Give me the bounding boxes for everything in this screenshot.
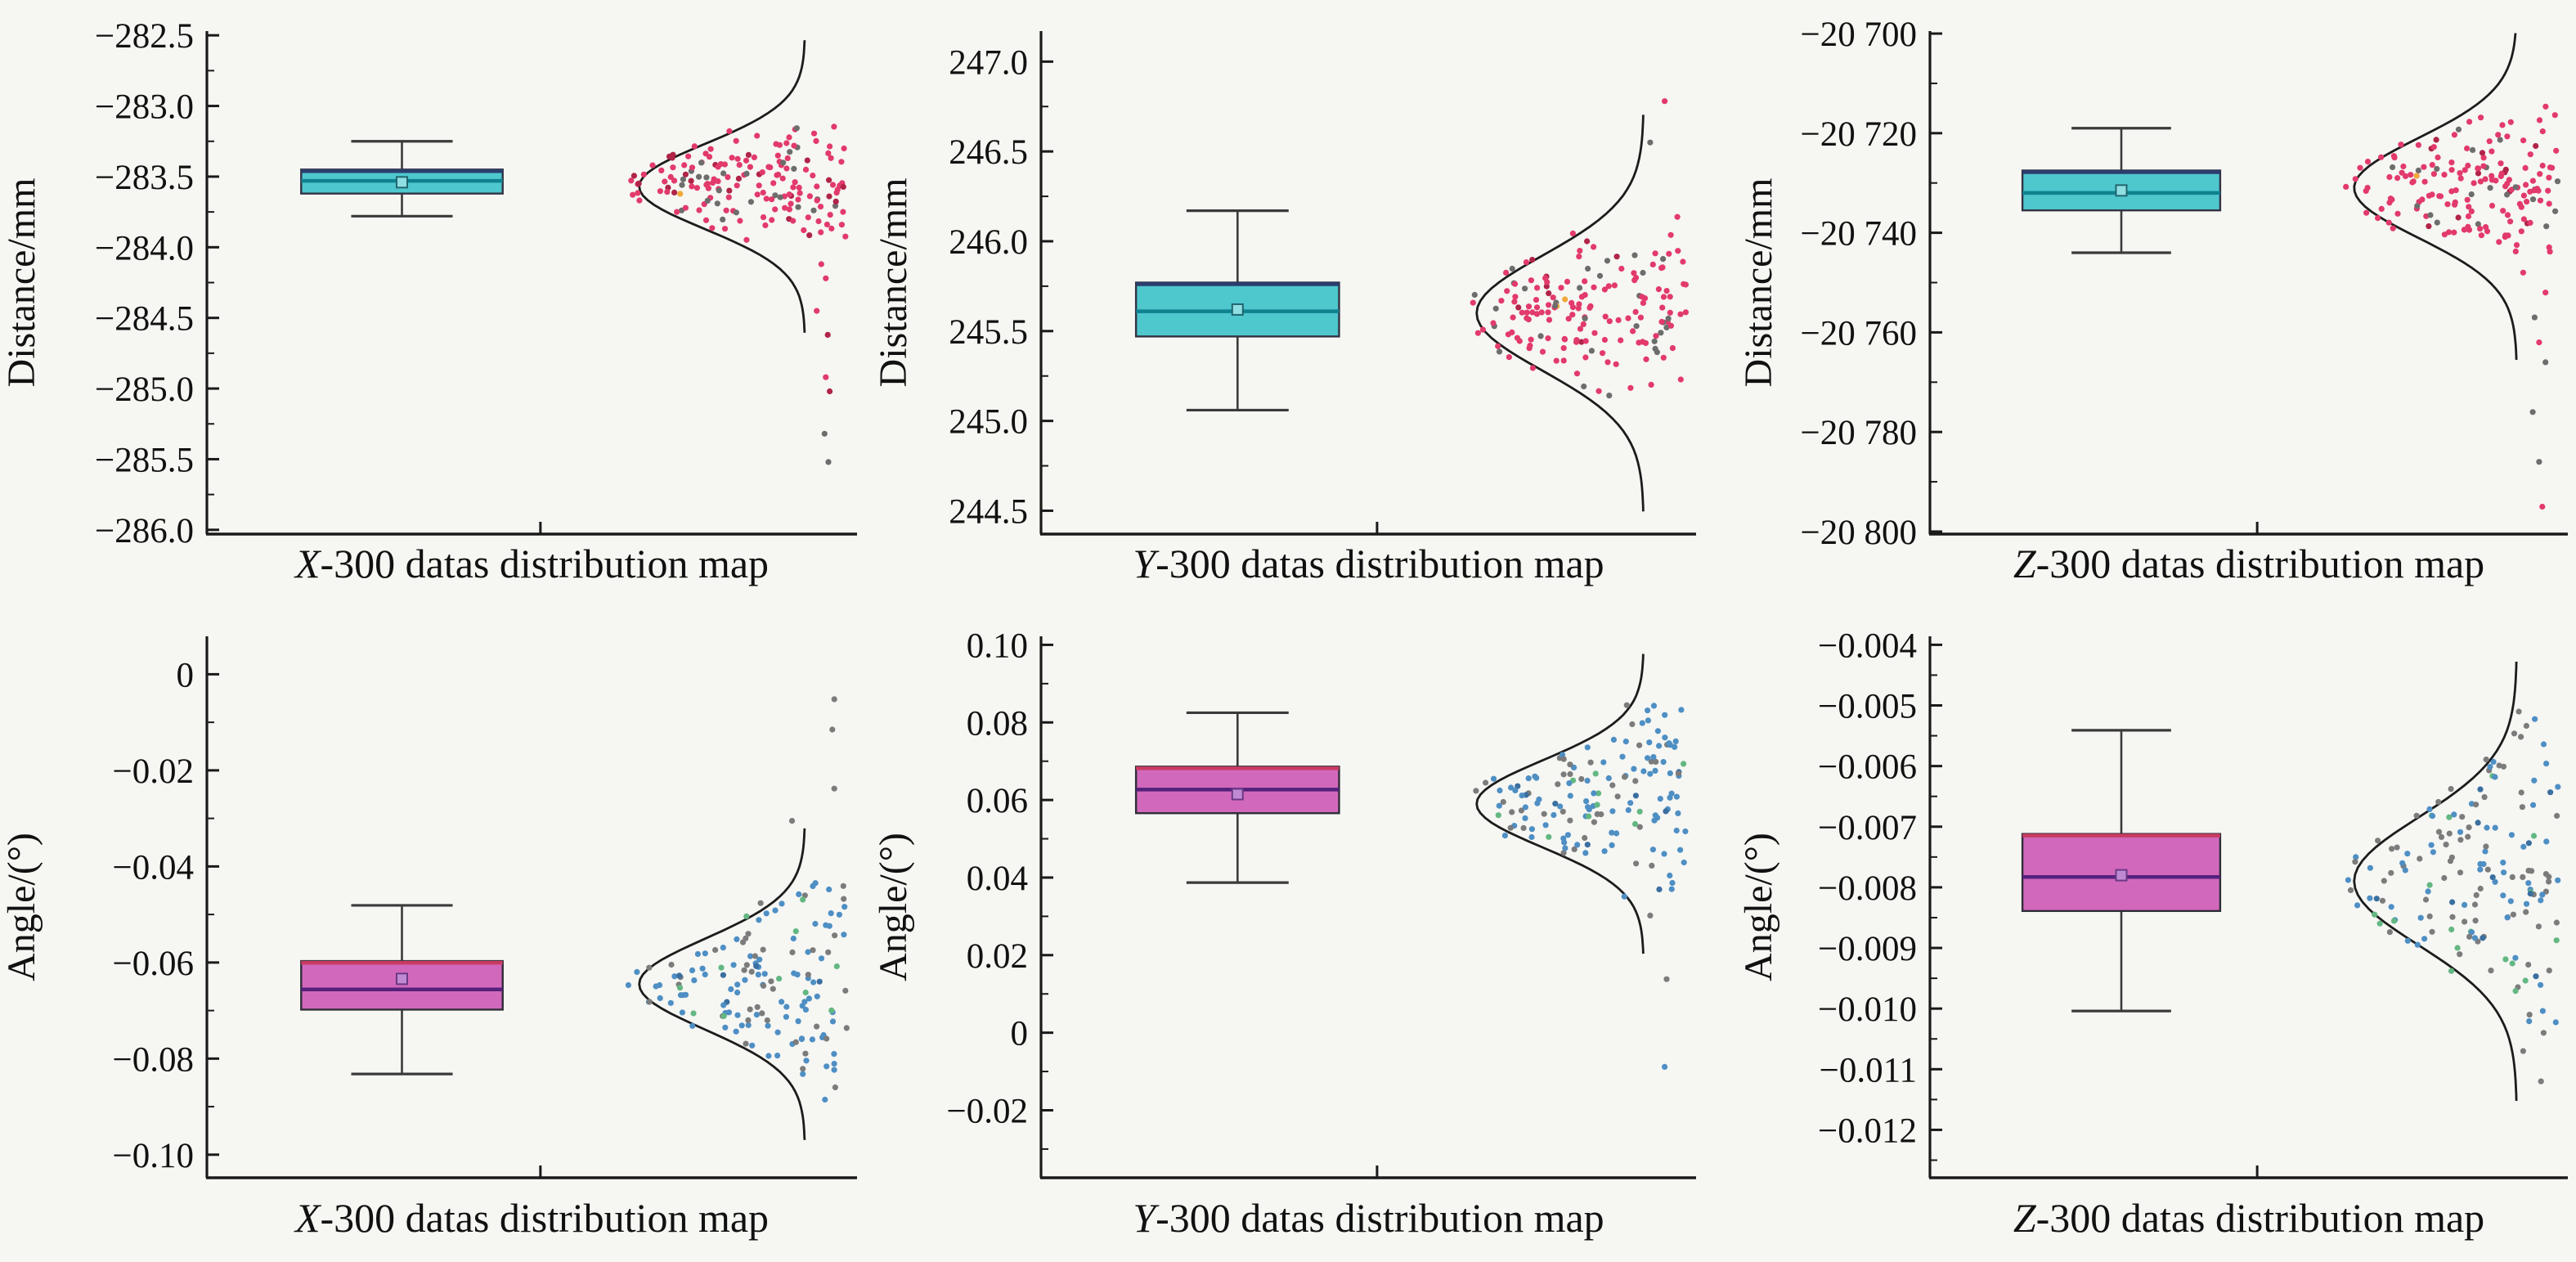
y-tick-label: −0.011	[1820, 1051, 1917, 1089]
scatter-points	[2345, 708, 2561, 1085]
distribution-curve	[2353, 33, 2518, 360]
x-axis	[1929, 1165, 2568, 1179]
y-axis: 247.0 246.5 246.0 245.5 245.0 244.5	[949, 31, 1053, 534]
y-axis-label: Distance/mm	[0, 178, 43, 388]
y-tick-label: 0.02	[967, 937, 1028, 976]
y-tick-label: −0.006	[1818, 748, 1917, 787]
y-tick-label: 246.0	[949, 223, 1028, 262]
y-tick-label: 0	[177, 656, 195, 694]
y-tick-label: −0.08	[112, 1040, 194, 1079]
y-tick-label: −0.010	[1818, 990, 1917, 1029]
box-plot	[2021, 729, 2222, 1013]
distribution-curve	[1475, 653, 1645, 954]
y-tick-label: 0.08	[967, 704, 1028, 743]
y-tick-label: −0.06	[112, 945, 194, 983]
plot-y300-angle: Y-300 datas distribution map Angle/(°) 0…	[872, 631, 1696, 1241]
y-tick-label: −20 700	[1800, 16, 1917, 54]
x-axis	[206, 522, 857, 536]
distribution-curve	[1475, 115, 1645, 512]
y-tick-label: 0.04	[967, 860, 1028, 898]
panel-z300-angle: Z-300 datas distribution map Angle/(°) −…	[1717, 631, 2576, 1262]
y-tick-label: −20 800	[1800, 514, 1917, 552]
scatter-points	[1470, 98, 1689, 399]
y-tick-label: −0.009	[1818, 930, 1917, 968]
y-tick-label: 245.5	[949, 313, 1028, 352]
y-tick-label: −285.0	[95, 371, 194, 409]
y-tick-label: 246.5	[949, 133, 1028, 172]
y-tick-label: −284.5	[95, 300, 194, 339]
y-tick-label: 245.0	[949, 403, 1028, 442]
plot-z300-angle: Z-300 datas distribution map Angle/(°) −…	[1737, 631, 2568, 1241]
box-plot	[300, 140, 504, 218]
y-axis-label: Angle/(°)	[1737, 833, 1780, 981]
panel-y300-angle: Y-300 datas distribution map Angle/(°) 0…	[859, 631, 1717, 1262]
y-tick-label: −283.5	[95, 159, 194, 197]
y-axis-label: Distance/mm	[872, 178, 915, 388]
panel-title: Y-300 datas distribution map	[1133, 1195, 1604, 1241]
y-tick-label: 0.06	[967, 782, 1028, 820]
x-axis	[206, 1165, 857, 1179]
y-axis: −0.004 −0.005 −0.006 −0.007 −0.008 −0.009 −0.0…	[1818, 631, 1942, 1178]
panel-title: X-300 datas distribution map	[294, 1195, 769, 1241]
distribution-curve	[638, 828, 806, 1140]
y-tick-label: −0.04	[112, 848, 194, 887]
plot-x300-angle: X-300 datas distribution map Angle/(°) 0…	[0, 636, 857, 1241]
y-tick-label: −20 780	[1800, 414, 1917, 452]
scatter-points	[628, 124, 849, 465]
box-plot	[2021, 127, 2222, 254]
scatter-points	[625, 696, 850, 1103]
y-axis-label: Angle/(°)	[872, 833, 915, 981]
panel-x300-angle: X-300 datas distribution map Angle/(°) 0…	[0, 631, 859, 1262]
y-tick-label: −20 760	[1800, 314, 1917, 353]
y-axis-label: Angle/(°)	[0, 833, 43, 981]
y-tick-label: −283.0	[95, 88, 194, 127]
y-tick-label: 0	[1011, 1015, 1029, 1053]
panel-title: Y-300 datas distribution map	[1133, 541, 1604, 586]
panel-x300-distance: X-300 datas distribution map Distance/mm…	[0, 0, 859, 631]
y-tick-label: −0.005	[1818, 688, 1917, 726]
y-tick-label: −0.004	[1818, 631, 1917, 665]
scatter-points	[1473, 702, 1689, 1070]
panel-z300-distance: Z-300 datas distribution map Distance/mm…	[1717, 0, 2576, 631]
panel-y300-distance: Y-300 datas distribution map Distance/mm…	[859, 0, 1717, 631]
scatter-points	[2343, 103, 2561, 510]
y-axis: 0 −0.02 −0.04 −0.06 −0.08 −0.10	[112, 636, 219, 1178]
y-tick-label: −0.02	[112, 752, 194, 791]
box-plot	[300, 904, 504, 1076]
y-tick-label: −0.02	[946, 1092, 1028, 1130]
y-axis-label: Distance/mm	[1737, 178, 1780, 388]
y-tick-label: −286.0	[95, 512, 194, 550]
y-tick-label: −284.0	[95, 229, 194, 267]
box-plot	[1134, 209, 1340, 412]
y-tick-label: −20 720	[1800, 115, 1917, 154]
x-axis	[1040, 1165, 1696, 1179]
box-plot	[1134, 711, 1340, 884]
x-axis	[1040, 522, 1696, 536]
distribution-curve	[638, 40, 806, 333]
y-axis: −282.5 −283.0 −283.5 −284.0 −284.5 −285.0 −285…	[95, 17, 219, 550]
y-tick-label: −0.10	[112, 1137, 194, 1175]
y-tick-label: −282.5	[95, 17, 194, 56]
y-tick-label: −0.012	[1818, 1112, 1917, 1150]
panel-title: Z-300 datas distribution map	[2013, 1195, 2484, 1241]
distribution-curve	[2353, 661, 2518, 1102]
plot-y300-distance: Y-300 datas distribution map Distance/mm…	[872, 31, 1696, 586]
y-tick-label: −0.007	[1818, 809, 1917, 847]
y-tick-label: 0.10	[967, 631, 1028, 665]
y-tick-label: 247.0	[949, 43, 1028, 82]
y-tick-label: −20 740	[1800, 215, 1917, 254]
y-axis: 0.10 0.08 0.06 0.04 0.02 0 −0.02	[946, 631, 1053, 1178]
y-tick-label: 244.5	[949, 492, 1028, 531]
plot-z300-distance: Z-300 datas distribution map Distance/mm…	[1737, 16, 2568, 586]
y-axis: −20 700 −20 720 −20 740 −20 760 −20 780 −20 8…	[1800, 16, 1942, 552]
panel-title: X-300 datas distribution map	[294, 541, 769, 586]
y-tick-label: −0.008	[1818, 869, 1917, 908]
x-axis	[1929, 522, 2568, 536]
panel-title: Z-300 datas distribution map	[2013, 541, 2484, 586]
y-tick-label: −285.5	[95, 441, 194, 479]
plot-x300-distance: X-300 datas distribution map Distance/mm…	[0, 17, 857, 586]
